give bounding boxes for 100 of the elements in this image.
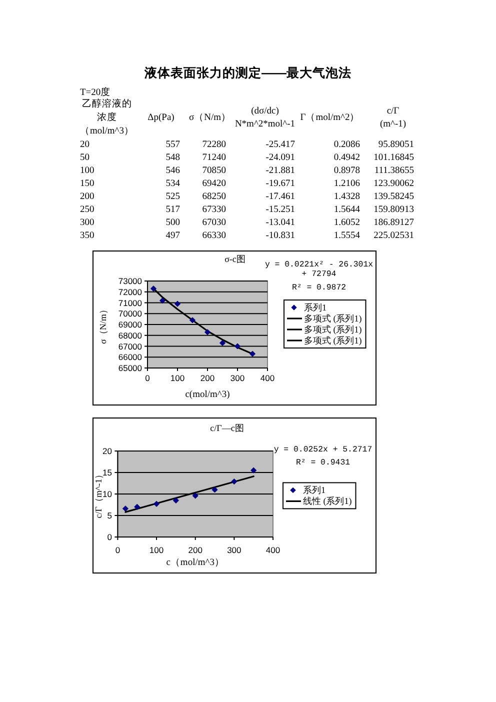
- text: 500: [166, 218, 180, 228]
- text: -13.041: [266, 218, 296, 228]
- text: 20: [80, 140, 90, 150]
- text: y = 0.0252x + 5.2717: [274, 446, 372, 454]
- point: [134, 504, 140, 510]
- y-axis-title: σ（N/m）: [98, 305, 108, 344]
- text: 123.90062: [374, 179, 414, 189]
- legend-label: 系列1: [304, 302, 326, 312]
- text: -24.091: [266, 153, 296, 163]
- legend-label: 线性 (系列1): [303, 496, 352, 506]
- y-tick-label: 70000: [118, 308, 142, 319]
- text: 225.02531: [374, 231, 414, 241]
- text: -25.417: [266, 140, 296, 150]
- y-tick-label: 69000: [118, 320, 142, 330]
- point: [234, 343, 241, 350]
- category-label: Δp(Pa): [148, 113, 174, 123]
- y-tick-label: 71000: [118, 298, 142, 308]
- text: -17.461: [266, 192, 296, 202]
- text: 139.58245: [374, 192, 414, 202]
- text: 534: [166, 179, 180, 189]
- point: [192, 492, 198, 499]
- text: 68250: [202, 192, 226, 202]
- x-tick-label: 300: [227, 545, 242, 555]
- point: [231, 478, 238, 485]
- x-tick-label: 200: [200, 373, 215, 383]
- point: [189, 317, 196, 324]
- point: [249, 350, 256, 357]
- legend-label: 多项式 (系列1): [304, 314, 362, 324]
- text: y = 0.0221x² - 26.301x + 72794: [264, 260, 374, 279]
- text: -15.251: [266, 205, 296, 215]
- text: R² = 0.9872: [292, 284, 346, 292]
- point: [174, 300, 181, 307]
- point: [212, 486, 218, 493]
- text: 159.80913: [374, 205, 414, 215]
- text: 200: [80, 192, 94, 202]
- text: 71240: [202, 153, 226, 163]
- text: 150: [80, 179, 94, 189]
- point: [153, 500, 160, 507]
- text: 250: [80, 205, 94, 215]
- text: 546: [166, 166, 180, 176]
- x-tick-label: 200: [188, 545, 203, 555]
- text: 517: [166, 205, 180, 215]
- y-tick-label: 5: [107, 510, 112, 520]
- x-tick-label: 100: [170, 373, 185, 383]
- text: 液体表面张力的测定——最大气泡法: [144, 65, 352, 80]
- text: 186.89127: [374, 218, 414, 228]
- text: 101.16845: [374, 153, 414, 163]
- x-tick-label: 400: [260, 373, 275, 383]
- text: 69420: [202, 179, 226, 189]
- text: 1.5554: [334, 231, 360, 241]
- y-tick-label: 0: [107, 532, 112, 542]
- y-tick-label: 72000: [118, 286, 142, 297]
- y-tick-label: 67000: [118, 341, 142, 352]
- y-tick-label: 15: [102, 468, 112, 478]
- text: -19.671: [266, 179, 296, 189]
- point: [172, 497, 179, 504]
- text: 111.38655: [374, 166, 414, 176]
- text: 497: [166, 231, 180, 241]
- point: [159, 298, 166, 304]
- y-tick-label: 65000: [118, 363, 142, 373]
- point: [219, 340, 226, 346]
- text: T=20度: [80, 86, 111, 98]
- x-axis-title: c（mol/m^3）: [166, 558, 224, 568]
- text: 557: [166, 140, 180, 150]
- chart-title: c/Γ—c图: [210, 423, 244, 433]
- text: 548: [166, 153, 180, 163]
- text: -21.881: [266, 166, 296, 176]
- y-axis-title: c/Γ（m^-1）: [94, 470, 104, 518]
- x-tick-label: 400: [266, 545, 280, 555]
- legend-label: 系列1: [303, 485, 326, 496]
- text: 100: [80, 166, 94, 176]
- legend-label: 多项式 (系列1): [304, 324, 362, 334]
- text: 95.89051: [378, 140, 414, 150]
- text: 0.4942: [334, 153, 360, 163]
- category-label: (dσ/dc) N*m^2*mol^-1: [234, 106, 296, 130]
- text: 350: [80, 231, 94, 241]
- chart-title: σ-c图: [224, 254, 246, 264]
- text: 67330: [202, 205, 226, 215]
- text: 525: [166, 192, 180, 202]
- text: 1.4328: [334, 192, 360, 202]
- y-tick-label: 20: [102, 446, 112, 456]
- y-tick-label: 73000: [118, 276, 142, 286]
- x-tick-label: 300: [230, 373, 245, 383]
- x-tick-label: 100: [149, 545, 164, 555]
- text: 70850: [202, 166, 226, 176]
- category-label: 乙醇溶液的浓度（mol/m^3）: [80, 98, 134, 136]
- text: 50: [80, 153, 90, 163]
- text: 1.5644: [334, 205, 360, 215]
- text: 66330: [202, 231, 226, 241]
- legend-label: 多项式 (系列1): [304, 336, 362, 346]
- category-label: Γ（mol/m^2）: [300, 113, 360, 123]
- point: [204, 329, 211, 336]
- point: [250, 467, 257, 474]
- text: 1.2106: [334, 179, 360, 189]
- y-tick-label: 66000: [118, 352, 142, 362]
- y-tick-label: 10: [102, 489, 112, 499]
- category-label: σ（N/m）: [188, 113, 232, 123]
- text: 300: [80, 218, 94, 228]
- text: 0.2086: [334, 140, 360, 150]
- text: 72280: [202, 140, 226, 150]
